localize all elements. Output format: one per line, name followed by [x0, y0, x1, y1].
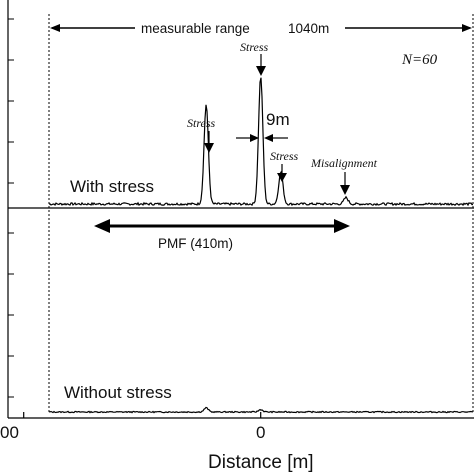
- x-axis-label: Distance [m]: [208, 452, 314, 473]
- peak-label-stress-main: Stress: [240, 40, 269, 54]
- x-tick-label-left: 00: [0, 423, 19, 442]
- peak-arrowhead-stress-main: [256, 66, 266, 76]
- series-line-without-stress: [48, 406, 473, 414]
- peak-label-stress-right: Stress: [270, 149, 299, 163]
- x-ticks: [23, 412, 262, 418]
- pmf-arrowhead-left: [94, 219, 110, 233]
- range-arrowhead-right: [462, 24, 472, 32]
- series-line-with-stress: [48, 77, 474, 207]
- panel-label-with-stress: With stress: [70, 177, 154, 196]
- panel-label-without-stress: Without stress: [64, 383, 172, 402]
- range-arrowhead-left: [50, 24, 60, 32]
- pmf-label: PMF (410m): [158, 236, 233, 251]
- spacing-arrowhead-right: [264, 134, 273, 142]
- pmf-arrowhead-right: [334, 219, 350, 233]
- y-ticks: [8, 18, 14, 398]
- n-annotation: N=60: [401, 52, 438, 68]
- spacing-arrowhead-left: [250, 134, 259, 142]
- peak-label-stress-left: Stress: [187, 116, 216, 130]
- range-value: 1040m: [288, 21, 329, 36]
- x-tick-label-zero: 0: [256, 423, 265, 442]
- peak-label-misalignment: Misalignment: [310, 156, 378, 170]
- spacing-label: 9m: [266, 110, 290, 129]
- peak-arrowhead-misalignment: [340, 185, 350, 195]
- range-label: measurable range: [141, 21, 250, 36]
